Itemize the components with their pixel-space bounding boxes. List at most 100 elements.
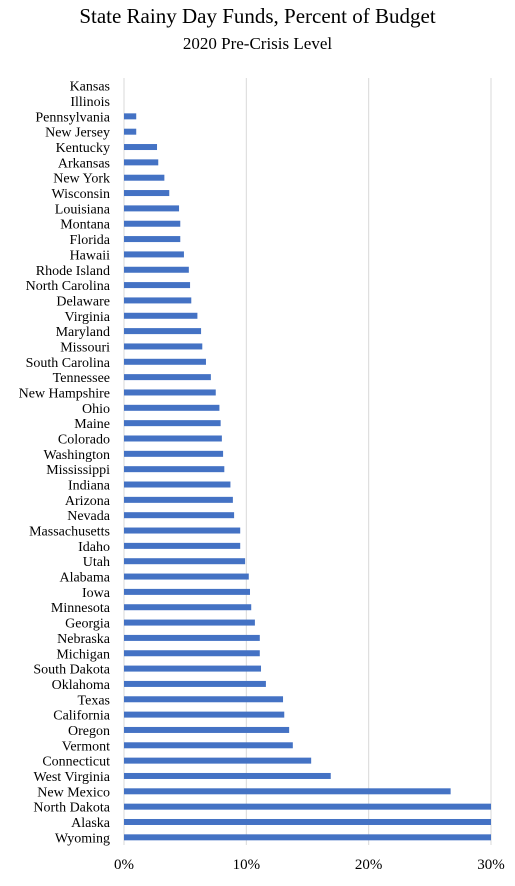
bar-nebraska — [124, 634, 260, 641]
bar-rhode-island — [124, 266, 189, 273]
category-label-louisiana: Louisiana — [55, 202, 111, 217]
bar-massachusetts — [124, 527, 241, 534]
bar-alabama — [124, 573, 249, 580]
category-label-alaska: Alaska — [71, 816, 111, 831]
x-tick-label: 10% — [233, 857, 261, 873]
bar-missouri — [124, 343, 203, 350]
bar-connecticut — [124, 757, 312, 764]
category-label-texas: Texas — [78, 693, 110, 708]
category-label-south-carolina: South Carolina — [26, 356, 111, 371]
bar-north-dakota — [124, 803, 491, 810]
bar-new-york — [124, 174, 165, 181]
bar-west-virginia — [124, 772, 331, 779]
category-label-oklahoma: Oklahoma — [52, 678, 111, 693]
category-label-mississippi: Mississippi — [46, 463, 110, 478]
category-label-illinois: Illinois — [70, 95, 110, 110]
bar-south-dakota — [124, 665, 262, 672]
bar-tennessee — [124, 374, 211, 381]
category-label-michigan: Michigan — [56, 647, 110, 662]
category-label-rhode-island: Rhode Island — [36, 264, 110, 279]
category-label-maryland: Maryland — [56, 325, 110, 340]
bar-alaska — [124, 818, 491, 825]
category-label-florida: Florida — [70, 233, 111, 248]
category-label-north-dakota: North Dakota — [33, 801, 110, 816]
bar-mississippi — [124, 466, 225, 473]
category-label-california: California — [53, 709, 111, 724]
category-label-colorado: Colorado — [58, 432, 110, 447]
category-label-utah: Utah — [83, 555, 110, 570]
category-label-nevada: Nevada — [67, 509, 111, 524]
bar-new-jersey — [124, 128, 137, 135]
x-tick-label: 0% — [114, 857, 134, 873]
category-label-oregon: Oregon — [68, 724, 110, 739]
category-label-nebraska: Nebraska — [57, 632, 111, 647]
bar-iowa — [124, 588, 251, 595]
chart-subtitle: 2020 Pre-Crisis Level — [182, 34, 333, 53]
bar-utah — [124, 558, 246, 565]
x-axis-tick-labels: 0% 10% 20% 30% — [114, 857, 505, 873]
bar-wisconsin — [124, 190, 170, 197]
category-label-minnesota: Minnesota — [51, 601, 111, 616]
category-label-montana: Montana — [60, 218, 111, 233]
category-label-north-carolina: North Carolina — [26, 279, 111, 294]
bar-virginia — [124, 312, 198, 319]
category-label-virginia: Virginia — [64, 310, 110, 325]
bar-colorado — [124, 435, 222, 442]
category-label-new-hampshire: New Hampshire — [19, 386, 110, 401]
x-tick-label: 20% — [355, 857, 383, 873]
bar-indiana — [124, 481, 231, 488]
category-label-kentucky: Kentucky — [56, 141, 110, 156]
bar-nevada — [124, 512, 235, 519]
category-label-arizona: Arizona — [65, 494, 111, 509]
bar-idaho — [124, 542, 241, 549]
category-label-new-jersey: New Jersey — [45, 126, 110, 141]
category-label-washington: Washington — [43, 448, 110, 463]
category-label-indiana: Indiana — [68, 479, 111, 494]
category-label-maine: Maine — [74, 417, 110, 432]
category-label-massachusetts: Massachusetts — [29, 525, 110, 540]
bar-minnesota — [124, 604, 252, 611]
bar-louisiana — [124, 205, 180, 212]
bar-oklahoma — [124, 680, 266, 687]
bar-delaware — [124, 297, 192, 304]
bar-washington — [124, 450, 224, 457]
bar-michigan — [124, 650, 260, 657]
category-label-georgia: Georgia — [65, 617, 111, 632]
bar-texas — [124, 696, 284, 703]
bar-maryland — [124, 328, 202, 335]
bar-new-hampshire — [124, 389, 216, 396]
bar-hawaii — [124, 251, 184, 258]
category-label-ohio: Ohio — [82, 402, 110, 417]
x-tick-label: 30% — [477, 857, 505, 873]
bar-oregon — [124, 726, 290, 733]
bar-wyoming — [124, 834, 491, 841]
bar-montana — [124, 220, 181, 227]
category-label-new-mexico: New Mexico — [37, 785, 110, 800]
bar-maine — [124, 420, 221, 427]
bar-pennsylvania — [124, 113, 137, 120]
bar-ohio — [124, 404, 220, 411]
bar-kentucky — [124, 144, 158, 151]
category-label-missouri: Missouri — [60, 340, 110, 355]
category-label-kansas: Kansas — [70, 80, 110, 95]
category-label-wyoming: Wyoming — [55, 831, 110, 846]
chart-title: State Rainy Day Funds, Percent of Budget — [79, 4, 436, 28]
bar-georgia — [124, 619, 255, 626]
bar-south-carolina — [124, 358, 206, 365]
category-label-west-virginia: West Virginia — [34, 770, 111, 785]
category-label-wisconsin: Wisconsin — [51, 187, 110, 202]
category-label-new-york: New York — [53, 172, 110, 187]
category-label-hawaii: Hawaii — [70, 248, 111, 263]
category-label-iowa: Iowa — [82, 586, 111, 601]
bar-florida — [124, 236, 181, 243]
bar-arkansas — [124, 159, 159, 166]
category-label-arkansas: Arkansas — [58, 156, 110, 171]
bar-vermont — [124, 742, 293, 749]
bars — [124, 113, 491, 841]
bar-arizona — [124, 496, 233, 503]
category-label-tennessee: Tennessee — [53, 371, 110, 386]
bar-north-carolina — [124, 282, 191, 289]
